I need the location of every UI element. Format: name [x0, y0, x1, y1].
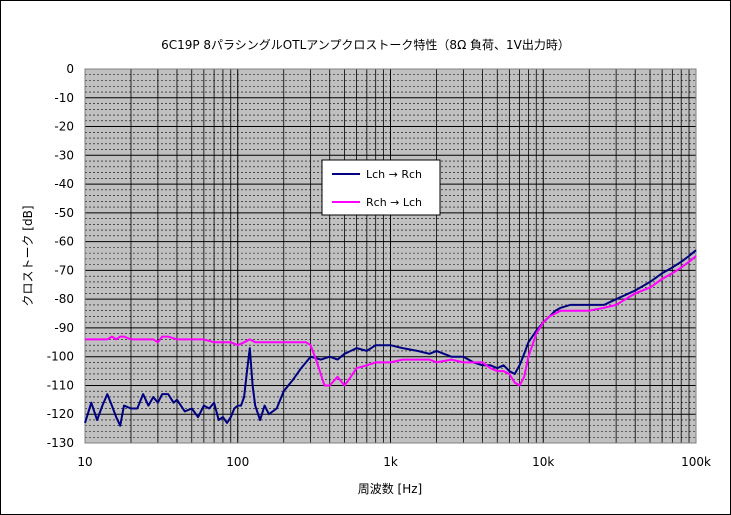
y-tick-label: -120: [47, 407, 74, 421]
y-tick-label: 0: [66, 62, 74, 76]
x-tick-label: 100: [226, 455, 249, 469]
y-tick-label: -70: [54, 263, 74, 277]
x-tick-labels: 10 100 1k 10k 100k: [77, 455, 711, 469]
y-tick-label: -100: [47, 350, 74, 364]
y-tick-label: -50: [54, 206, 74, 220]
y-tick-label: -110: [47, 378, 74, 392]
series-line-rch-lch: [85, 255, 697, 387]
y-tick-labels: 0 -10 -20 -30 -40 -50 -60 -70 -80 -90 -100 -110 -120…: [47, 62, 74, 450]
x-tick-label: 10k: [532, 455, 554, 469]
x-tick-label: 1k: [383, 455, 398, 469]
series-group: [84, 249, 697, 427]
x-tick-label: 10: [77, 455, 92, 469]
grid-lines: [85, 69, 696, 443]
y-tick-label: -60: [54, 235, 74, 249]
y-tick-label: -80: [54, 292, 74, 306]
legend: Lch → Rch Rch → Lch: [321, 159, 441, 216]
x-axis-label: 周波数 [Hz]: [358, 481, 423, 496]
y-tick-label: -30: [54, 148, 74, 162]
legend-label-rch-lch: Rch → Lch: [366, 196, 422, 209]
y-axis-label: クロストーク [dB]: [21, 205, 35, 306]
y-tick-label: -130: [47, 436, 74, 450]
legend-box: [321, 159, 441, 216]
y-tick-label: -40: [54, 177, 74, 191]
y-tick-label: -90: [54, 321, 74, 335]
legend-label-lch-rch: Lch → Rch: [366, 168, 422, 181]
chart-title: 6C19P 8パラシングルOTLアンプクロストーク特性（8Ω 負荷、1V出力時）: [161, 38, 570, 52]
y-tick-label: -20: [54, 120, 74, 134]
y-tick-label: -10: [54, 91, 74, 105]
x-tick-label: 100k: [681, 455, 711, 469]
